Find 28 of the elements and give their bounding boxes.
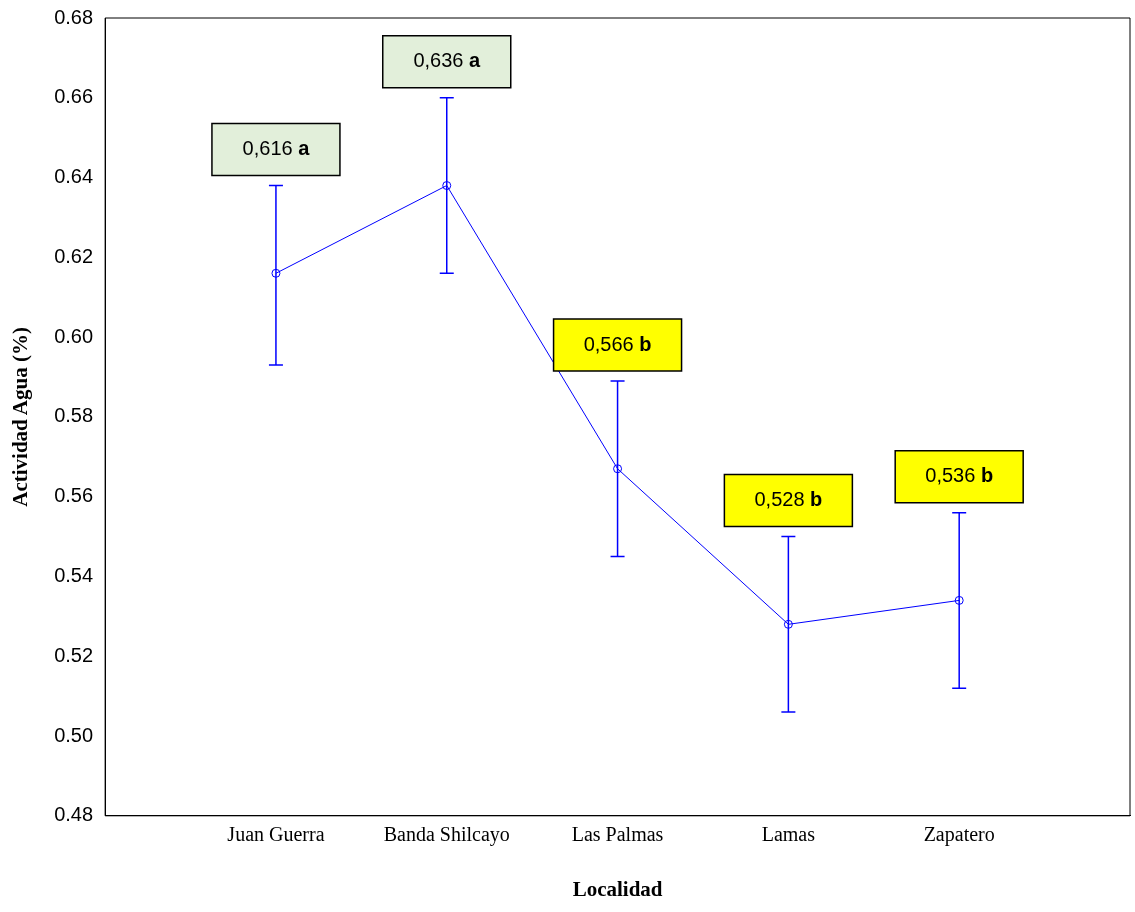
x-tick-label: Zapatero	[923, 823, 995, 847]
x-axis-title: Localidad	[572, 876, 663, 901]
point	[613, 464, 623, 474]
annotation: 0,566 b	[583, 332, 652, 355]
y-tick-label: 0.50	[54, 723, 94, 746]
y-tick-label: 0.52	[54, 643, 94, 666]
y-tick-label: 0.62	[54, 244, 94, 267]
point	[954, 595, 964, 605]
point	[783, 619, 793, 629]
annotation: 0,636 a	[413, 49, 481, 72]
y-tick-label: 0.48	[54, 803, 94, 826]
y-tick-label: 0.66	[54, 85, 94, 108]
y-tick-label: 0.60	[54, 324, 94, 347]
x-tick-label: Juan Guerra	[227, 823, 325, 846]
point	[442, 181, 452, 191]
annotation: 0,536 b	[925, 464, 994, 487]
x-tick-label: Lamas	[761, 823, 816, 846]
annotation: 0,528 b	[754, 488, 823, 511]
annotation: 0,616 a	[242, 137, 311, 160]
y-axis-title: Actividad Agua (%)	[8, 327, 33, 507]
x-tick-label: Las Palmas	[571, 823, 664, 846]
y-tick-label: 0.68	[54, 5, 94, 28]
y-tick-label: 0.58	[54, 404, 94, 427]
y-tick-label: 0.64	[54, 165, 94, 188]
y-tick-label: 0.56	[54, 484, 94, 507]
x-tick-label: Banda Shilcayo	[383, 823, 510, 847]
point	[271, 268, 281, 278]
y-tick-label: 0.54	[54, 563, 94, 586]
